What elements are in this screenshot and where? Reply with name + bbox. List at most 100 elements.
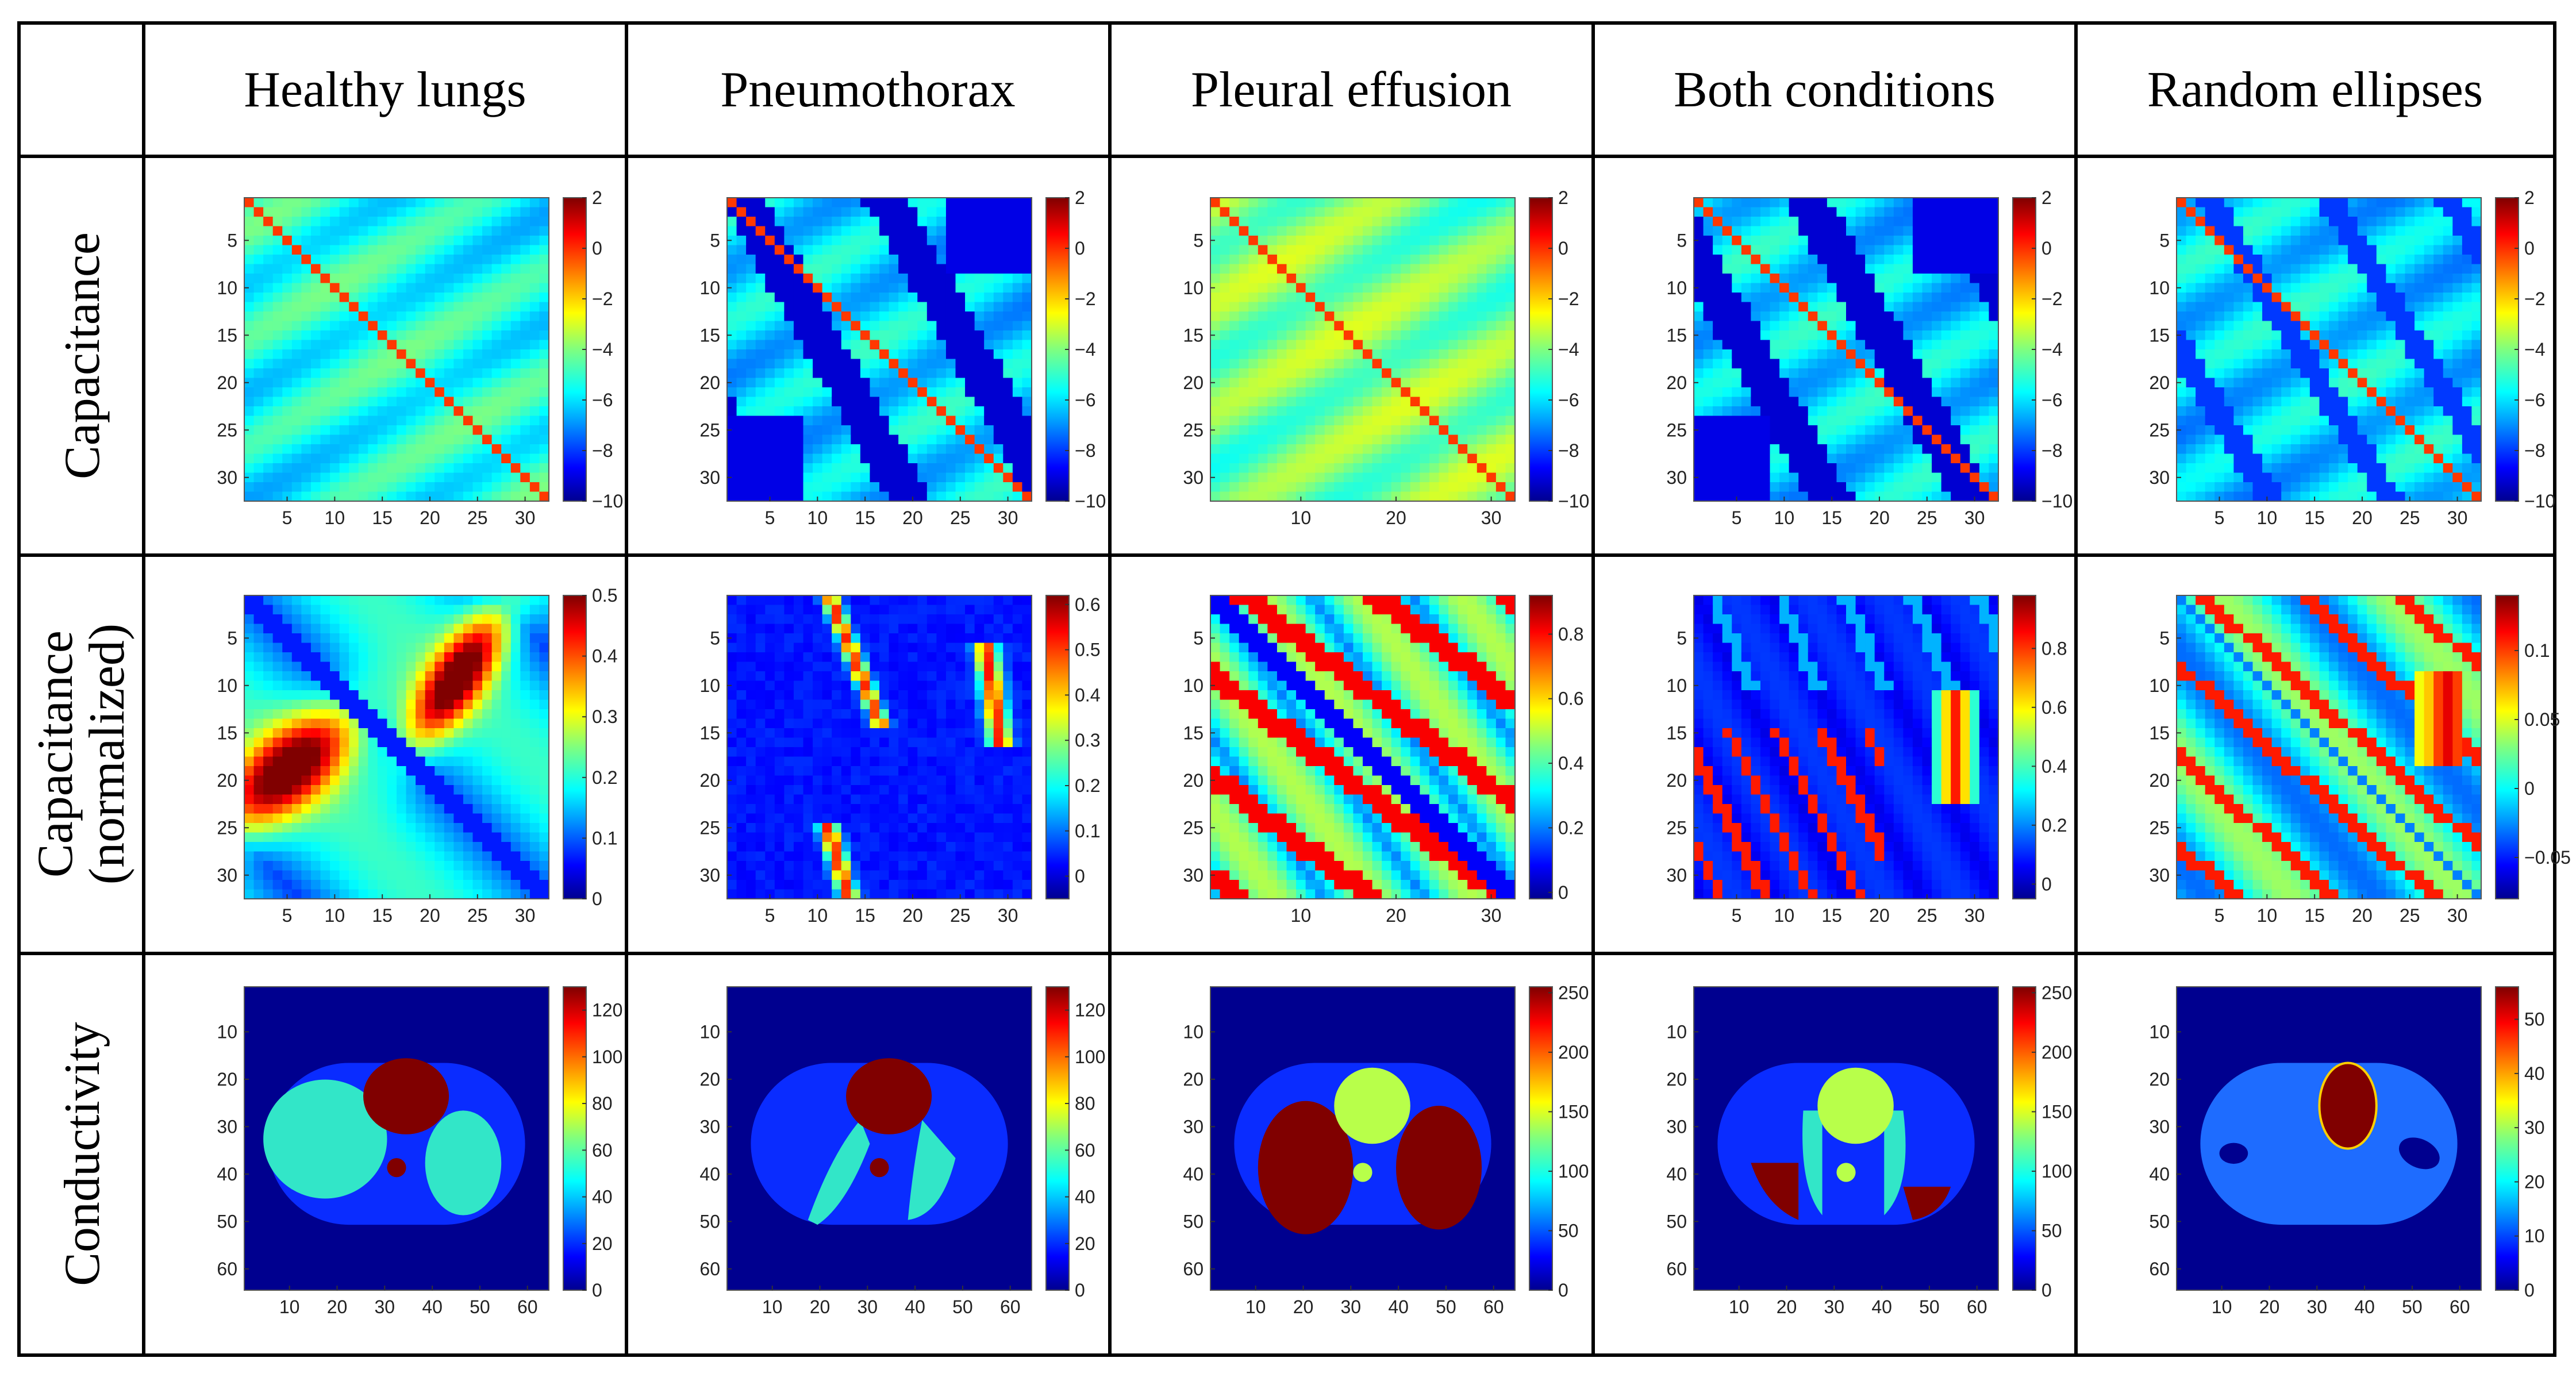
x-tick-label: 30: [1481, 507, 1502, 528]
x-tick-label: 40: [422, 1297, 443, 1317]
colorbar: [2495, 595, 2519, 899]
x-tick-label: 20: [327, 1297, 348, 1317]
heatmap-cells: [244, 987, 549, 1290]
y-tick-label: 15: [217, 722, 237, 743]
colorbar-tick-label: 0: [592, 1280, 602, 1301]
y-tick-label: 30: [217, 467, 237, 488]
y-tick-label: 5: [2159, 628, 2170, 648]
colorbar-tick-label: −4: [1075, 339, 1095, 360]
colorbar-tick-label: −6: [1075, 390, 1095, 410]
x-tick-label: 20: [1386, 905, 1406, 926]
colorbar-tick-label: 0.2: [1558, 817, 1583, 838]
colorbar-tick-label: 0: [592, 888, 602, 909]
plot-frame: [2176, 595, 2482, 899]
y-tick-label: 15: [699, 722, 720, 743]
x-tick-label: 15: [372, 905, 393, 926]
table-grid: [17, 21, 2556, 1357]
colorbar-tick-label: 200: [1558, 1042, 1589, 1063]
x-tick-label: 10: [1291, 905, 1312, 926]
x-tick-label: 25: [950, 507, 971, 528]
x-tick-label: 50: [1436, 1297, 1456, 1317]
colorbar-tick-label: 0: [1075, 238, 1085, 259]
y-tick-label: 5: [1193, 628, 1204, 648]
colorbar-tick-label: −6: [2524, 390, 2545, 410]
y-tick-label: 10: [2149, 675, 2170, 696]
colorbar-tick-label: 40: [592, 1187, 613, 1207]
colorbar-tick-label: 100: [1075, 1047, 1105, 1067]
x-tick-label: 15: [1821, 507, 1842, 528]
colorbar-tick-label: 250: [1558, 982, 1589, 1003]
colorbar-tick-label: 0.8: [1558, 624, 1583, 644]
colorbar-tick-label: 2: [2524, 187, 2535, 208]
colorbar-tick-label: −8: [1075, 440, 1095, 461]
y-tick-label: 5: [710, 230, 720, 251]
y-tick-label: 5: [1193, 230, 1204, 251]
colorbar-tick-label: 100: [1558, 1161, 1589, 1182]
y-tick-label: 50: [699, 1211, 720, 1232]
panel-normalized-pneumothorax: 5 10 15 20 25 30 5 10 15 20 25 30 0.6 0.5 0.4 0.3 0.2 0.1…: [699, 594, 1100, 926]
x-tick-label: 30: [515, 905, 536, 926]
colorbar: [2012, 986, 2036, 1291]
column-header-healthy: Healthy lungs: [244, 62, 526, 118]
y-tick-label: 10: [699, 1021, 720, 1042]
colorbar-tick-label: −10: [1075, 491, 1106, 511]
y-tick-label: 30: [2149, 467, 2170, 488]
colorbar-tick-label: 0.1: [1075, 821, 1100, 841]
colorbar-tick-label: 250: [2041, 982, 2072, 1003]
colorbar-tick-label: 0.8: [2041, 638, 2067, 659]
x-tick-label: 60: [517, 1297, 538, 1317]
x-tick-label: 25: [2400, 905, 2420, 926]
column-header-pneumothorax: Pneumothorax: [720, 62, 1015, 118]
x-tick-label: 50: [470, 1297, 490, 1317]
x-tick-label: 25: [467, 507, 488, 528]
y-tick-label: 40: [2149, 1164, 2170, 1184]
colorbar-tick-label: 200: [2041, 1042, 2072, 1063]
y-tick-label: 20: [1183, 372, 1204, 393]
colorbar-tick-label: 80: [592, 1093, 613, 1114]
colorbar-tick-label: −4: [2041, 339, 2062, 360]
x-tick-label: 10: [1291, 507, 1312, 528]
heatmap-cells: [1210, 595, 1516, 899]
x-tick-label: 15: [855, 507, 875, 528]
x-tick-label: 60: [1967, 1297, 1987, 1317]
heatmap-cells: [1210, 987, 1515, 1290]
colorbar-tick-label: 0.2: [1075, 775, 1100, 796]
colorbar-tick-label: 0: [1558, 238, 1568, 259]
x-tick-label: 40: [905, 1297, 925, 1317]
colorbar-tick-label: −2: [2524, 289, 2545, 309]
y-tick-label: 40: [1183, 1164, 1204, 1184]
colorbar-tick-label: 150: [1558, 1101, 1589, 1122]
plot-frame: [2176, 986, 2482, 1291]
y-tick-label: 60: [1183, 1259, 1204, 1279]
x-tick-label: 25: [2400, 507, 2420, 528]
y-tick-label: 15: [699, 325, 720, 345]
x-tick-label: 15: [1821, 905, 1842, 926]
y-tick-label: 30: [217, 1116, 237, 1137]
y-tick-label: 50: [1666, 1211, 1687, 1232]
colorbar-tick-label: 0.4: [1075, 684, 1100, 705]
y-tick-label: 10: [217, 675, 237, 696]
colorbar-tick-label: −8: [592, 440, 613, 461]
y-tick-label: 10: [1183, 675, 1204, 696]
x-tick-label: 30: [1964, 905, 1985, 926]
colorbar-tick-label: −10: [1558, 491, 1589, 511]
colorbar-tick-label: −2: [1558, 289, 1579, 309]
y-tick-label: 60: [699, 1259, 720, 1279]
colorbar-tick-label: 0: [1558, 1280, 1568, 1301]
colorbar-tick-label: 120: [592, 1000, 622, 1021]
panel-normalized-both: 5 10 15 20 25 30 5 10 15 20 25 30 0.8 0.6 0.4 0.2 0: [1666, 595, 2067, 926]
colorbar-tick-label: 0: [2041, 238, 2052, 259]
y-tick-label: 20: [699, 1069, 720, 1090]
x-tick-label: 20: [902, 905, 923, 926]
plot-frame: [1210, 595, 1516, 899]
panel-conductivity-pneumothorax: 10 20 30 40 50 60 10 20 30 40 50 60 120 100 80 60 40 20 0: [699, 986, 1105, 1317]
y-tick-label: 50: [1183, 1211, 1204, 1232]
colorbar-tick-label: 0.4: [2041, 756, 2067, 776]
y-tick-label: 10: [699, 278, 720, 298]
y-tick-label: 20: [1183, 770, 1204, 791]
colorbar-tick-label: 60: [592, 1140, 613, 1160]
plot-frame: [1693, 197, 1999, 502]
y-tick-label: 25: [1666, 420, 1687, 440]
colorbar-tick-label: 60: [1075, 1140, 1095, 1160]
